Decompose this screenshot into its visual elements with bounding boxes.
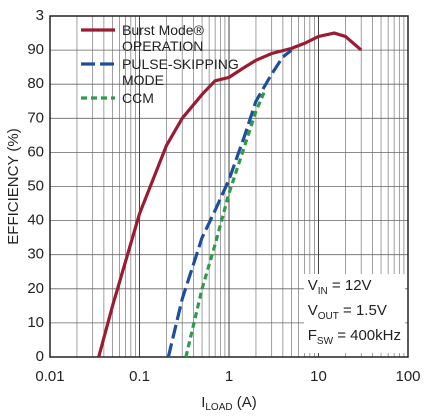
legend-item: CCM xyxy=(80,90,280,106)
y-tick-label: 3 xyxy=(36,7,44,24)
annotation-text: V xyxy=(307,302,318,319)
annotation: VIN = 12V VOUT = 1.5V FSW = 400kHz xyxy=(303,274,405,353)
x-tick-label: 100 xyxy=(395,368,420,385)
annotation-sub: SW xyxy=(316,336,334,347)
legend-label: Burst Mode® OPERATION xyxy=(122,22,204,54)
y-tick-label: 30 xyxy=(27,246,44,263)
annotation-text: V xyxy=(307,277,318,294)
y-tick-label: 70 xyxy=(27,109,44,126)
annotation-sub: IN xyxy=(317,286,328,297)
y-axis-label: EFFICIENCY (%) xyxy=(5,128,22,244)
legend-swatch xyxy=(81,96,115,100)
legend-item: PULSE-SKIPPING MODE xyxy=(80,56,280,88)
y-tick-label: 0 xyxy=(36,348,44,365)
plot-frame xyxy=(49,15,409,358)
x-tick-label: 1 xyxy=(225,368,233,385)
y-tick-label: 20 xyxy=(27,280,44,297)
x-axis-label-rest: (A) xyxy=(233,394,257,411)
annotation-text: = 400kHz xyxy=(333,327,401,344)
series-line xyxy=(97,31,363,358)
legend-item: Burst Mode® OPERATION xyxy=(80,22,280,54)
annotation-text: F xyxy=(307,327,317,344)
x-axis-label: ILOAD (A) xyxy=(201,394,257,413)
y-tick-label: 80 xyxy=(27,75,44,92)
legend-swatch xyxy=(81,28,115,32)
x-axis-label-sub: LOAD xyxy=(205,402,232,413)
annotation-line: FSW = 400kHz xyxy=(308,326,401,351)
series-line xyxy=(184,90,267,358)
x-tick-label: 10 xyxy=(310,368,327,385)
annotation-sub: OUT xyxy=(317,311,339,322)
y-tick-label: 50 xyxy=(27,177,44,194)
legend-label: PULSE-SKIPPING MODE xyxy=(122,56,239,88)
legend-swatch xyxy=(81,62,115,66)
annotation-line: VIN = 12V xyxy=(308,276,401,301)
legend: Burst Mode® OPERATION PULSE-SKIPPING MODE… xyxy=(80,22,280,108)
series-line xyxy=(166,48,293,358)
annotation-line: VOUT = 1.5V xyxy=(308,301,401,326)
x-tick-label: 0.01 xyxy=(35,368,64,385)
annotation-text: = 1.5V xyxy=(338,302,387,319)
legend-label: CCM xyxy=(122,90,154,106)
y-tick-label: 60 xyxy=(27,143,44,160)
x-axis-label-main: I xyxy=(201,394,205,411)
y-tick-label: 10 xyxy=(27,314,44,331)
annotation-text: = 12V xyxy=(327,277,372,294)
x-tick-label: 0.1 xyxy=(129,368,150,385)
y-tick-label: 90 xyxy=(27,41,44,58)
y-tick-label: 40 xyxy=(27,212,44,229)
